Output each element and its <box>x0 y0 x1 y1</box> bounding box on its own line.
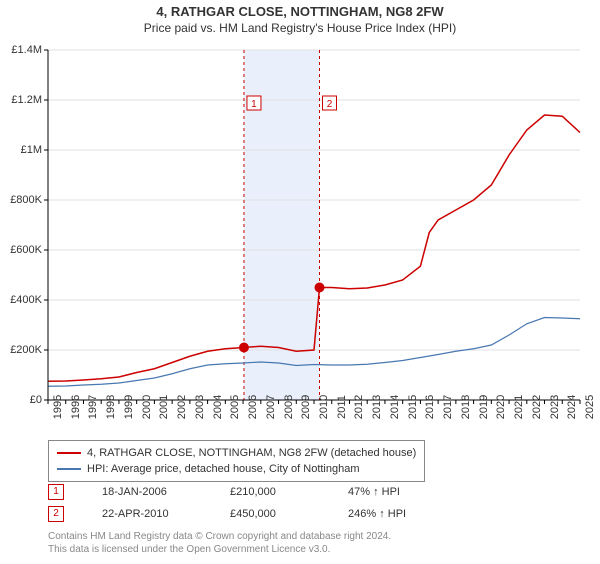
legend-swatch <box>57 452 81 454</box>
y-tick-label: £600K <box>10 244 42 256</box>
x-tick-label: 2023 <box>549 395 561 419</box>
x-tick-label: 2012 <box>353 395 365 419</box>
y-tick-label: £1M <box>21 144 42 156</box>
legend: 4, RATHGAR CLOSE, NOTTINGHAM, NG8 2FW (d… <box>48 440 425 482</box>
x-tick-label: 2009 <box>300 395 312 419</box>
sale-date: 18-JAN-2006 <box>102 486 192 498</box>
sale-price: £210,000 <box>230 486 310 498</box>
x-tick-label: 2001 <box>158 395 170 419</box>
sale-price: £450,000 <box>230 508 310 520</box>
x-tick-label: 2014 <box>389 395 401 419</box>
x-tick-label: 2007 <box>265 395 277 419</box>
x-tick-label: 2010 <box>318 395 330 419</box>
x-tick-label: 2022 <box>531 395 543 419</box>
x-tick-label: 2017 <box>442 395 454 419</box>
x-tick-label: 1997 <box>87 395 99 419</box>
y-tick-label: £200K <box>10 344 42 356</box>
svg-text:2: 2 <box>327 99 333 110</box>
y-tick-label: £1.4M <box>11 44 42 56</box>
svg-text:1: 1 <box>251 99 257 110</box>
y-tick-label: £400K <box>10 294 42 306</box>
sale-row: 1 18-JAN-2006 £210,000 47% ↑ HPI <box>48 484 406 500</box>
x-tick-label: 2004 <box>212 395 224 419</box>
legend-label: 4, RATHGAR CLOSE, NOTTINGHAM, NG8 2FW (d… <box>87 445 416 461</box>
x-tick-label: 2019 <box>478 395 490 419</box>
sale-delta: 47% ↑ HPI <box>348 486 400 498</box>
footer-line: Contains HM Land Registry data © Crown c… <box>48 530 391 543</box>
x-tick-label: 2020 <box>495 395 507 419</box>
y-tick-label: £800K <box>10 194 42 206</box>
x-tick-label: 2025 <box>584 395 596 419</box>
footer-line: This data is licensed under the Open Gov… <box>48 543 391 556</box>
chart-area: 12 £0£200K£400K£600K£800K£1M£1.2M£1.4M 1… <box>48 50 580 400</box>
x-tick-label: 2003 <box>194 395 206 419</box>
x-tick-label: 2008 <box>283 395 295 419</box>
x-tick-label: 1996 <box>70 395 82 419</box>
sales-table: 1 18-JAN-2006 £210,000 47% ↑ HPI 2 22-APR-201… <box>48 484 406 528</box>
x-tick-label: 2016 <box>424 395 436 419</box>
legend-swatch <box>57 468 81 470</box>
x-tick-label: 2011 <box>336 395 348 419</box>
footer-attribution: Contains HM Land Registry data © Crown c… <box>48 530 391 556</box>
chart-subtitle: Price paid vs. HM Land Registry's House … <box>0 21 600 35</box>
chart-title: 4, RATHGAR CLOSE, NOTTINGHAM, NG8 2FW <box>0 4 600 19</box>
legend-label: HPI: Average price, detached house, City… <box>87 461 360 477</box>
x-tick-label: 1998 <box>105 395 117 419</box>
sale-date: 22-APR-2010 <box>102 508 192 520</box>
x-tick-label: 2000 <box>141 395 153 419</box>
x-tick-label: 2015 <box>407 395 419 419</box>
x-tick-label: 2021 <box>513 395 525 419</box>
x-tick-label: 1995 <box>52 395 64 419</box>
line-chart: 12 <box>48 50 580 400</box>
legend-item: HPI: Average price, detached house, City… <box>57 461 416 477</box>
y-tick-label: £1.2M <box>11 94 42 106</box>
sale-row: 2 22-APR-2010 £450,000 246% ↑ HPI <box>48 506 406 522</box>
x-tick-label: 2018 <box>460 395 472 419</box>
legend-item: 4, RATHGAR CLOSE, NOTTINGHAM, NG8 2FW (d… <box>57 445 416 461</box>
x-tick-label: 2002 <box>176 395 188 419</box>
x-tick-label: 2013 <box>371 395 383 419</box>
x-tick-label: 2006 <box>247 395 259 419</box>
x-tick-label: 2024 <box>566 395 578 419</box>
x-tick-label: 1999 <box>123 395 135 419</box>
y-tick-label: £0 <box>30 394 42 406</box>
x-tick-label: 2005 <box>229 395 241 419</box>
sale-marker-icon: 1 <box>48 484 64 500</box>
sale-delta: 246% ↑ HPI <box>348 508 406 520</box>
sale-marker-icon: 2 <box>48 506 64 522</box>
